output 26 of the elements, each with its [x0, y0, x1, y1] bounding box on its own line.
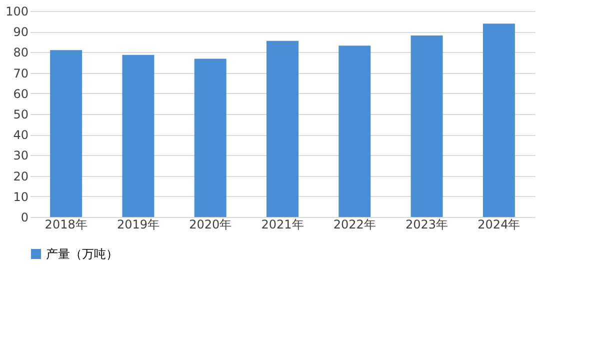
- x-tick-label: 2019年: [116, 218, 160, 232]
- y-tick-label: 30: [13, 148, 28, 163]
- y-tick-label: 70: [13, 66, 28, 80]
- bar: [122, 54, 154, 217]
- bar: [266, 40, 298, 217]
- bar: [194, 58, 226, 217]
- y-tick-label: 0: [20, 210, 28, 224]
- x-tick-label: 2018年: [44, 218, 88, 232]
- y-tick-label: 40: [13, 128, 28, 142]
- legend-label: 产量（万吨）: [46, 247, 118, 261]
- y-tick-label: 60: [13, 86, 28, 101]
- bar: [482, 24, 515, 217]
- y-tick-label: 80: [13, 46, 28, 60]
- x-tick-label: 2020年: [189, 218, 232, 232]
- y-tick-label: 10: [13, 190, 28, 204]
- x-tick-label: 2021年: [261, 218, 304, 232]
- y-tick-label: 100: [6, 4, 28, 18]
- x-tick-label: 2022年: [333, 218, 376, 232]
- x-tick-label: 2024年: [478, 218, 520, 232]
- y-tick-label: 20: [13, 169, 28, 184]
- bar: [50, 50, 82, 217]
- bar: [338, 46, 371, 217]
- y-tick-label: 90: [13, 25, 28, 40]
- x-tick-label: 2023年: [406, 218, 448, 232]
- y-tick-label: 50: [13, 108, 28, 122]
- bar: [410, 36, 443, 217]
